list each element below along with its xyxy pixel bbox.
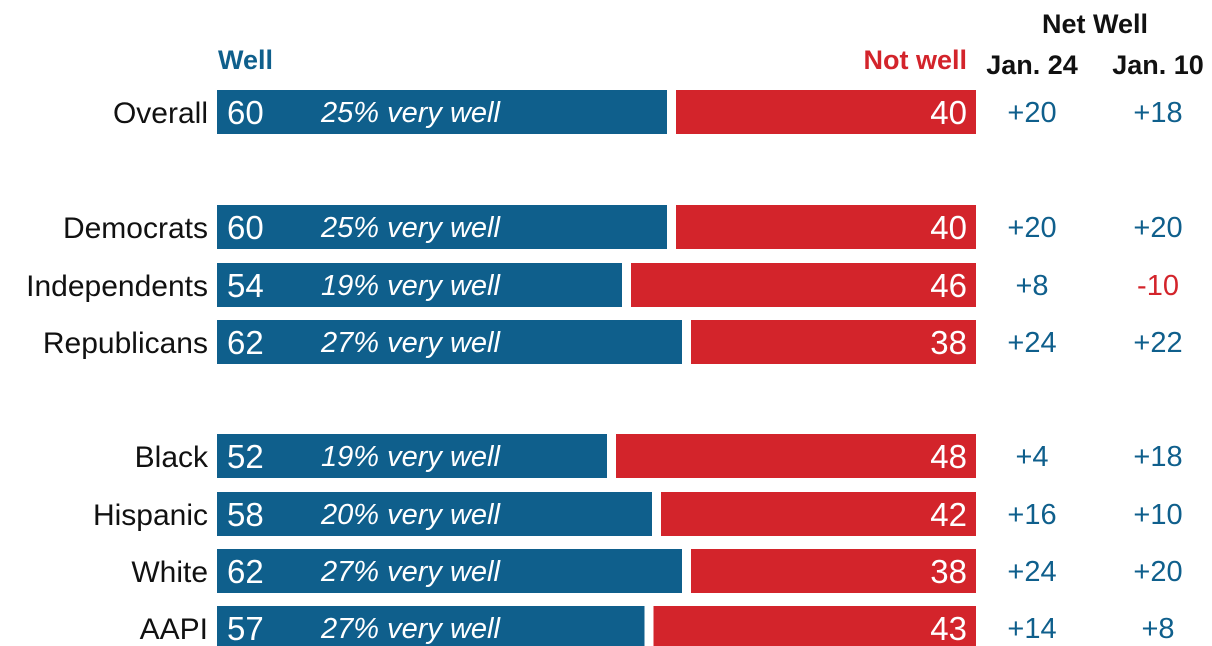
net-jan24-democrats: +20 <box>1007 212 1056 244</box>
very-well-label-hispanic: 20% very well <box>320 499 501 531</box>
row-label-democrats: Democrats <box>63 212 208 245</box>
very-well-label-white: 27% very well <box>320 556 501 588</box>
row-label-republicans: Republicans <box>43 327 208 360</box>
well-bar-democrats <box>217 205 667 249</box>
net-jan24-independents: +8 <box>1015 270 1048 302</box>
not-well-bar-overall <box>676 90 976 134</box>
not-well-value-aapi: 43 <box>930 610 967 646</box>
net-jan10-overall: +18 <box>1133 97 1182 129</box>
row-label-hispanic: Hispanic <box>93 499 208 532</box>
not-well-bar-aapi <box>653 606 976 646</box>
well-bar-overall <box>217 90 667 134</box>
row-label-black: Black <box>135 441 209 474</box>
well-value-black: 52 <box>227 438 264 475</box>
very-well-label-republicans: 27% very well <box>320 327 501 359</box>
well-value-aapi: 57 <box>227 610 264 646</box>
not-well-value-independents: 46 <box>930 267 967 304</box>
not-well-bar-hispanic <box>661 492 976 536</box>
not-well-header: Not well <box>863 45 967 75</box>
row-label-overall: Overall <box>113 97 208 130</box>
not-well-value-overall: 40 <box>930 94 967 131</box>
well-bar-white <box>217 549 682 593</box>
not-well-bar-black <box>616 434 976 478</box>
very-well-label-overall: 25% very well <box>320 97 501 129</box>
net-jan24-black: +4 <box>1015 441 1048 473</box>
net-jan24-aapi: +14 <box>1007 613 1056 645</box>
well-bar-hispanic <box>217 492 652 536</box>
very-well-label-aapi: 27% very well <box>320 613 501 645</box>
jan10-header: Jan. 10 <box>1112 50 1204 80</box>
net-jan10-white: +20 <box>1133 556 1182 588</box>
net-jan24-overall: +20 <box>1007 97 1056 129</box>
not-well-value-black: 48 <box>930 438 967 475</box>
well-bar-black <box>217 434 607 478</box>
net-jan10-aapi: +8 <box>1141 613 1174 645</box>
not-well-value-republicans: 38 <box>930 324 967 361</box>
very-well-label-black: 19% very well <box>321 441 501 473</box>
net-jan10-black: +18 <box>1133 441 1182 473</box>
well-value-hispanic: 58 <box>227 496 264 533</box>
very-well-label-independents: 19% very well <box>321 270 501 302</box>
net-jan24-republicans: +24 <box>1007 327 1056 359</box>
net-jan24-white: +24 <box>1007 556 1056 588</box>
net-jan10-democrats: +20 <box>1133 212 1182 244</box>
not-well-bar-republicans <box>691 320 976 364</box>
row-label-aapi: AAPI <box>140 613 208 646</box>
net-jan24-hispanic: +16 <box>1007 499 1056 531</box>
net-jan10-republicans: +22 <box>1133 327 1182 359</box>
not-well-value-hispanic: 42 <box>930 496 967 533</box>
well-value-democrats: 60 <box>227 209 264 246</box>
not-well-value-white: 38 <box>930 553 967 590</box>
not-well-value-democrats: 40 <box>930 209 967 246</box>
very-well-label-democrats: 25% very well <box>320 212 501 244</box>
net-jan10-independents: -10 <box>1137 270 1179 302</box>
net-jan10-hispanic: +10 <box>1133 499 1182 531</box>
well-value-white: 62 <box>227 553 264 590</box>
not-well-bar-white <box>691 549 976 593</box>
well-value-independents: 54 <box>227 267 264 304</box>
net-well-header: Net Well <box>1042 9 1148 39</box>
well-bar-independents <box>217 263 622 307</box>
well-value-republicans: 62 <box>227 324 264 361</box>
well-header: Well <box>218 45 273 75</box>
well-bar-republicans <box>217 320 682 364</box>
jan24-header: Jan. 24 <box>986 50 1078 80</box>
row-label-independents: Independents <box>26 270 208 303</box>
not-well-bar-independents <box>631 263 976 307</box>
not-well-bar-democrats <box>676 205 976 249</box>
row-label-white: White <box>131 556 208 589</box>
well-bar-aapi <box>217 606 645 646</box>
well-value-overall: 60 <box>227 94 264 131</box>
